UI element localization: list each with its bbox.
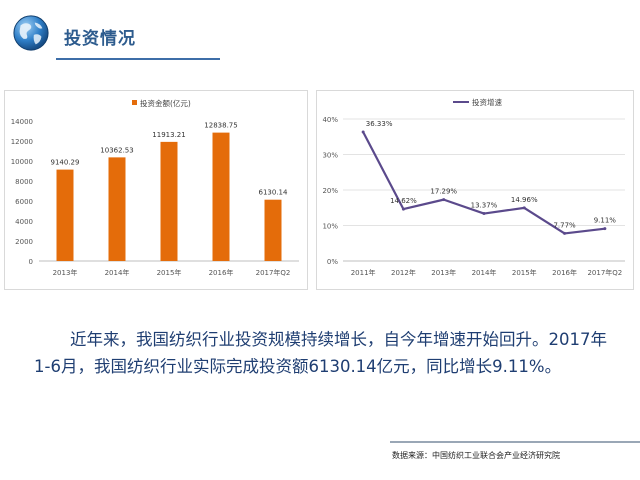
- x-tick-label: 2012年: [391, 268, 416, 277]
- data-point: [482, 212, 486, 216]
- data-point: [442, 198, 446, 202]
- summary-line-2: 1-6月，我国纺织行业实际完成投资额6130.14亿元，同比增长9.11%。: [34, 357, 562, 376]
- x-tick-label: 2017年Q2: [256, 268, 291, 277]
- y-tick-label: 0: [29, 258, 33, 266]
- y-tick-label: 20%: [322, 187, 338, 195]
- x-tick-label: 2017年Q2: [587, 268, 622, 277]
- y-tick-label: 12000: [11, 138, 33, 146]
- data-label: 36.33%: [366, 120, 393, 128]
- x-tick-label: 2016年: [552, 268, 577, 277]
- x-tick-label: 2014年: [105, 268, 130, 277]
- data-label: 10362.53: [100, 146, 133, 154]
- y-tick-label: 10%: [322, 223, 338, 231]
- x-tick-label: 2016年: [209, 268, 234, 277]
- data-point: [603, 227, 607, 231]
- bar: [160, 141, 178, 261]
- y-tick-label: 6000: [15, 198, 33, 206]
- y-tick-label: 2000: [15, 238, 33, 246]
- data-point: [401, 207, 405, 211]
- line-chart: 投资增速 0% 10% 20% 30% 40% 36.33% 2011年 14.62% 2012年…: [316, 90, 634, 290]
- data-label: 13.37%: [471, 202, 498, 210]
- x-tick-label: 2014年: [472, 268, 497, 277]
- bar: [264, 199, 282, 261]
- legend-label: 投资金额(亿元): [140, 98, 191, 108]
- y-tick-label: 8000: [15, 178, 33, 186]
- data-label: 14.62%: [390, 197, 417, 205]
- data-source: 数据来源：中国纺织工业联合会产业经济研究院: [392, 451, 560, 460]
- x-tick-label: 2011年: [351, 268, 376, 277]
- footer-divider: [390, 441, 640, 443]
- legend-label: 投资增速: [472, 97, 502, 107]
- data-label: 7.77%: [553, 221, 576, 229]
- data-point: [522, 206, 526, 210]
- series-line: [362, 131, 605, 235]
- globe-icon: [13, 15, 49, 51]
- header-underline: [56, 58, 220, 60]
- page-title: 投资情况: [64, 29, 136, 49]
- summary-line-1: 近年来，我国纺织行业投资规模持续增长，自今年增速开始回升。2017年: [34, 326, 614, 353]
- x-tick-label: 2013年: [431, 268, 456, 277]
- y-tick-label: 10000: [11, 158, 33, 166]
- y-tick-label: 30%: [322, 152, 338, 160]
- y-tick-label: 14000: [11, 118, 33, 126]
- x-tick-label: 2013年: [53, 268, 78, 277]
- bar: [56, 169, 74, 261]
- data-label: 6130.14: [259, 189, 288, 197]
- data-point: [563, 231, 567, 235]
- bar-chart-canvas: 投资金额(亿元) 0 2000 4000 6000 8000 10000 12000 14000…: [11, 98, 299, 277]
- x-tick-label: 2015年: [512, 268, 537, 277]
- data-point: [361, 130, 365, 134]
- header: 投资情况: [0, 0, 640, 64]
- bar: [108, 157, 126, 261]
- summary-line-1-text: 近年来，我国纺织行业投资规模持续增长，自今年增速开始回升。2017年: [70, 330, 607, 349]
- data-label: 12838.75: [204, 122, 237, 130]
- data-label: 17.29%: [430, 188, 457, 196]
- bar: [212, 132, 230, 261]
- legend-swatch: [132, 100, 137, 105]
- x-tick-label: 2015年: [157, 268, 182, 277]
- line-chart-canvas: 投资增速 0% 10% 20% 30% 40% 36.33% 2011年 14.62% 2012年…: [322, 97, 625, 277]
- bar-chart: 投资金额(亿元) 0 2000 4000 6000 8000 10000 12000 14000…: [4, 90, 308, 290]
- y-tick-label: 4000: [15, 218, 33, 226]
- y-tick-label: 40%: [322, 116, 338, 124]
- summary-paragraph: 近年来，我国纺织行业投资规模持续增长，自今年增速开始回升。2017年 1-6月，…: [34, 326, 614, 380]
- data-label: 9.11%: [594, 217, 617, 225]
- data-label: 9140.29: [51, 159, 80, 167]
- y-tick-label: 0%: [327, 258, 338, 266]
- data-label: 11913.21: [152, 131, 185, 139]
- data-label: 14.96%: [511, 196, 538, 204]
